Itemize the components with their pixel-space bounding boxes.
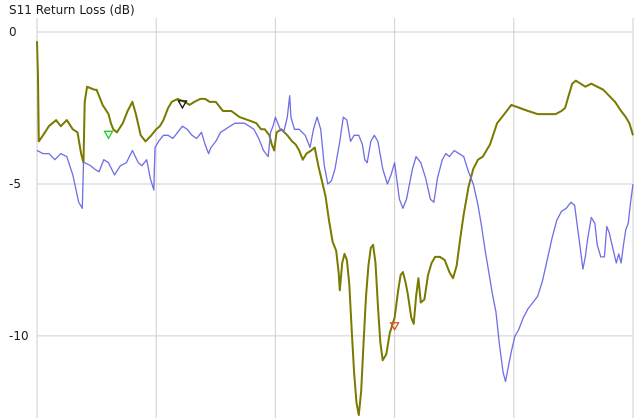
marker-triangle-3: [389, 322, 400, 332]
y-tick-label: 0: [9, 25, 17, 39]
gridlines: [36, 18, 634, 418]
series-line-2: [36, 95, 634, 383]
marker-triangle-2: [177, 100, 188, 110]
y-axis-ticks: 0 -5 -10: [9, 25, 29, 343]
marker-triangle-1: [103, 130, 114, 140]
chart-title: S11 Return Loss (dB): [9, 3, 135, 17]
y-tick-label: -10: [9, 329, 29, 343]
series-line-1: [36, 41, 634, 416]
y-tick-label: -5: [9, 177, 21, 191]
marker-group: [103, 100, 400, 332]
series-lines: [36, 41, 634, 416]
